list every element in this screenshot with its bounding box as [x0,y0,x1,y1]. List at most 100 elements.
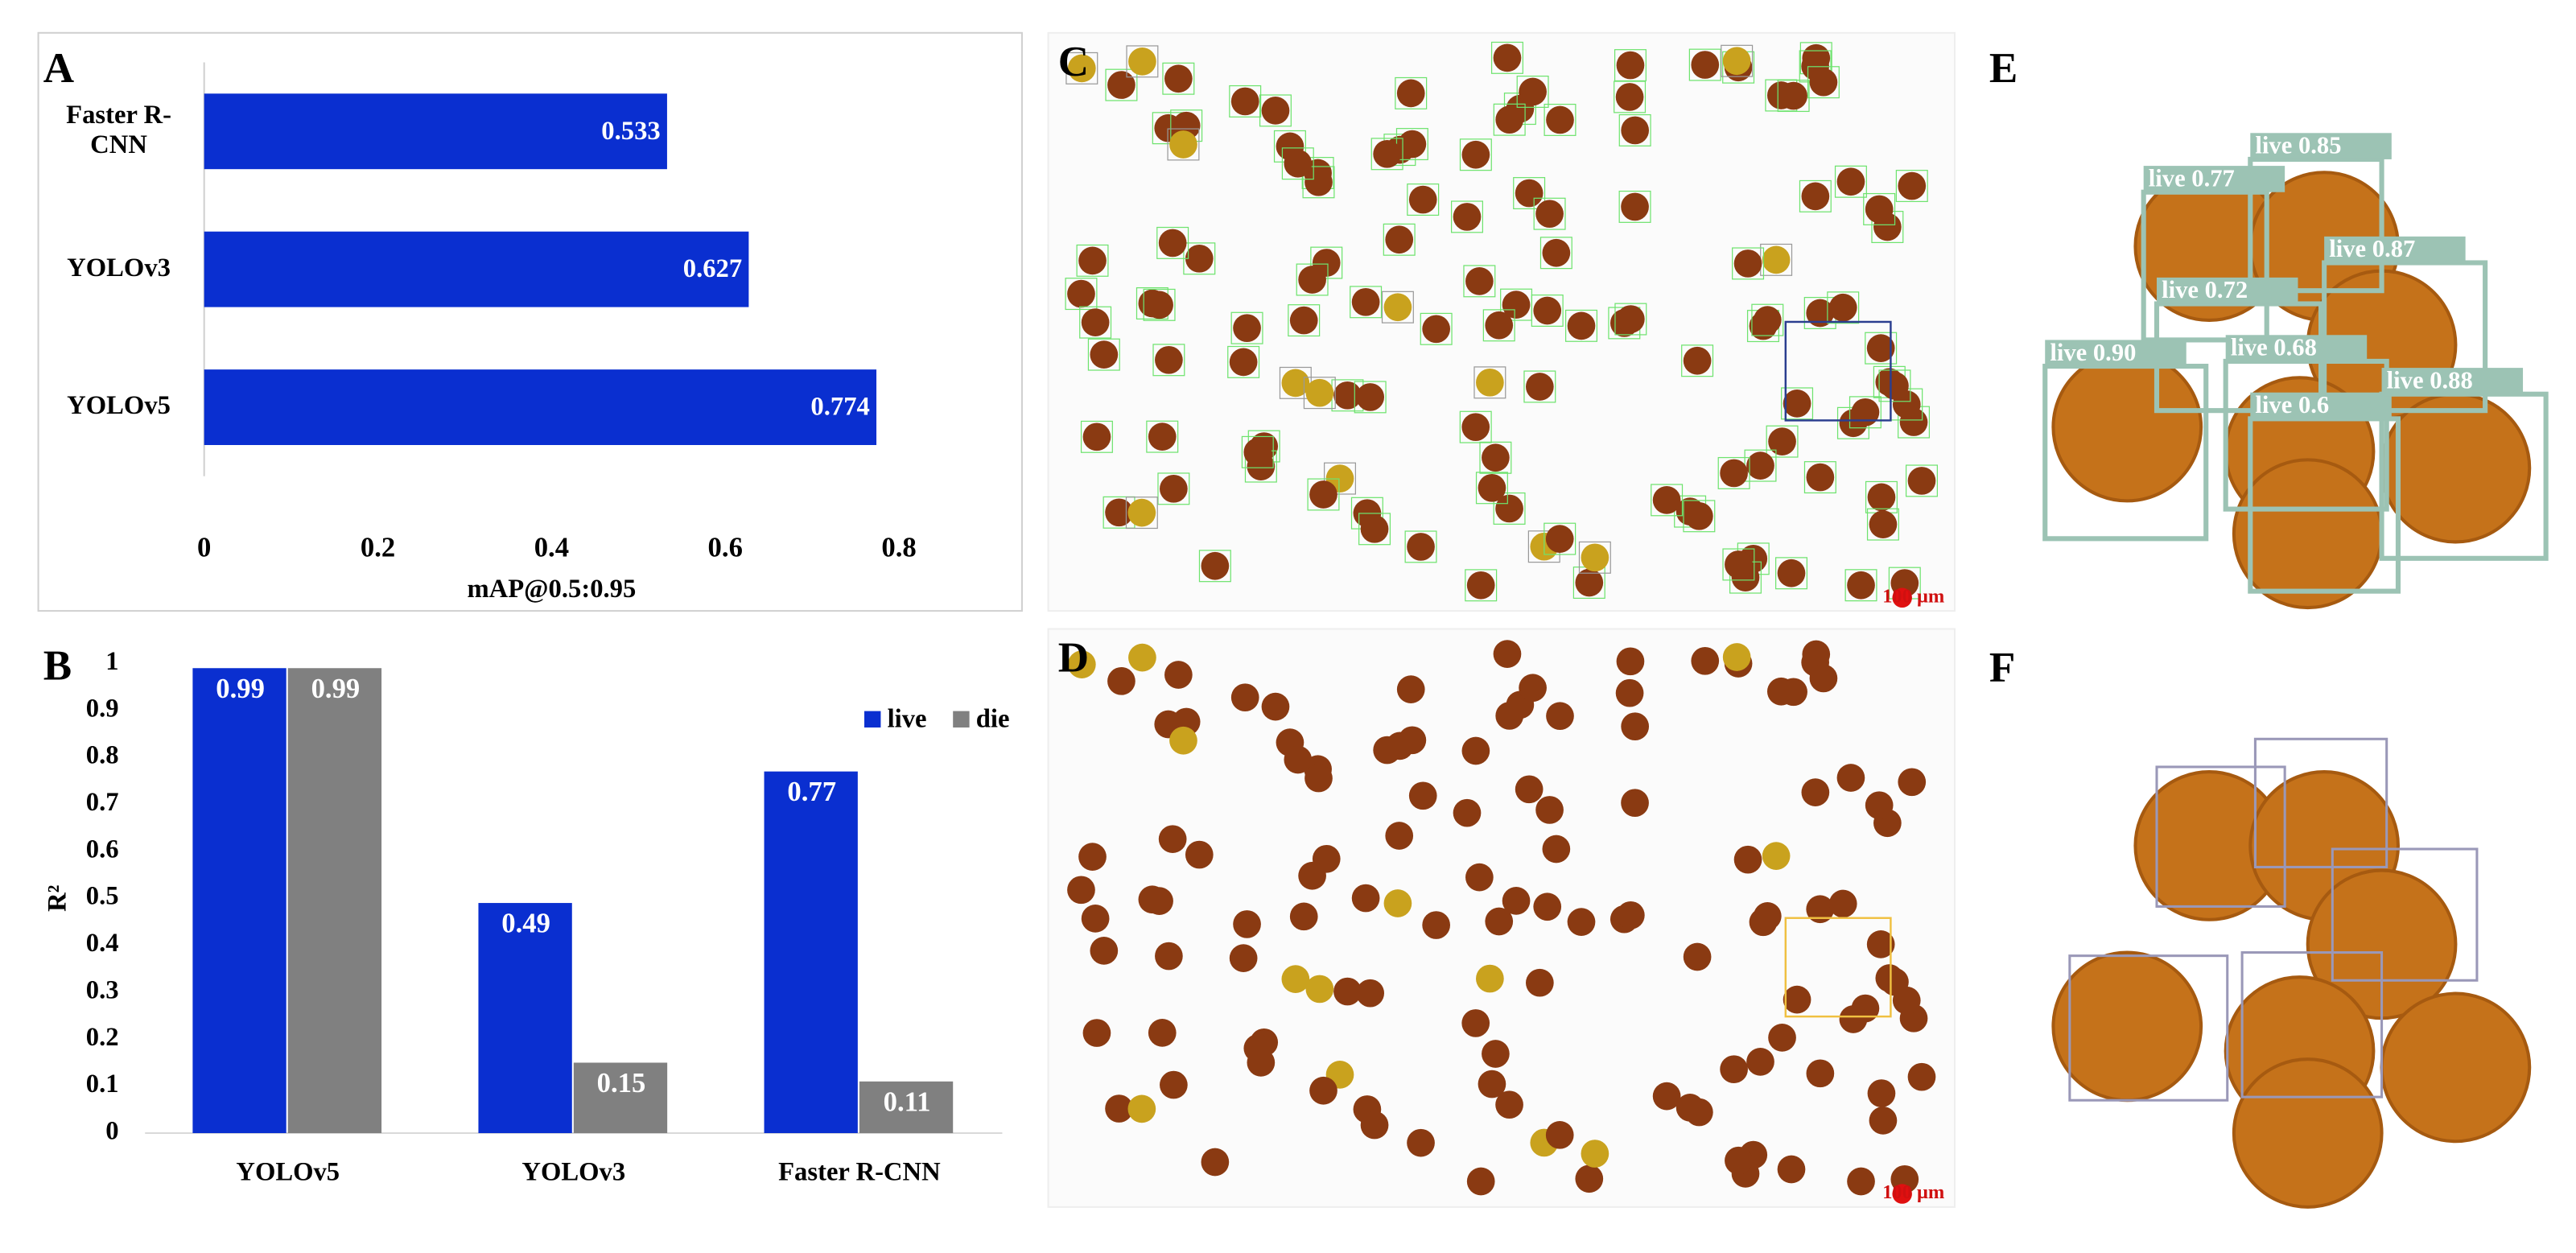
cell [1465,267,1494,295]
detection-box [1681,344,1714,377]
bar [204,369,877,446]
data-label: 0.99 [216,673,265,704]
x-tick-label: 0.8 [881,532,916,563]
detection-box [1143,288,1176,321]
scale-dot [1892,587,1912,608]
detection-box [1459,410,1492,443]
cell [1685,1098,1713,1127]
y-tick-label: Faster R-CNN [66,101,171,159]
cell [1753,902,1782,930]
cell [1898,768,1927,797]
detection-box [1513,177,1546,210]
cell [1828,293,1857,322]
cell [1779,81,1807,110]
cell [1869,510,1898,538]
cell [1581,1140,1609,1168]
cell [1881,967,1909,996]
detection-box [1544,522,1577,555]
cell [1801,778,1830,806]
detection-box [1614,303,1647,336]
detection-box [1799,179,1832,212]
cell [1261,97,1290,125]
cell [1155,345,1183,374]
cell [1621,789,1649,818]
detection-box [1087,338,1120,371]
cell [1127,498,1156,527]
cell [1090,937,1119,965]
cell [1783,390,1811,418]
cell [1546,702,1574,731]
cell [1616,647,1645,676]
cell [1535,200,1564,229]
x-tick-label: 0 [197,532,211,563]
detection-box [1844,569,1877,602]
detection-box [1531,294,1564,327]
data-label: 0.533 [601,117,660,146]
cell [1281,965,1310,993]
cell [1090,340,1119,369]
detection-box [1895,170,1928,203]
detection-box [1732,247,1765,280]
cell [1128,47,1156,76]
cell [1305,975,1334,1004]
cell [2232,458,2384,610]
detection-box [1065,52,1098,84]
box-label-bg [2381,368,2524,394]
cell [1546,105,1574,134]
cell [1851,398,1880,427]
detection-box [1463,265,1496,298]
detection-box [1465,569,1498,602]
cell [1478,473,1506,502]
cell [1762,245,1791,274]
y-tick-label: 0.5 [86,882,119,911]
cell [1160,474,1188,503]
cell [1067,650,1096,678]
data-label: 0.774 [810,393,869,422]
cell [1733,249,1762,278]
cell [1185,840,1214,869]
y-tick-label: YOLOv3 [67,254,171,282]
cell [1495,494,1523,523]
box-label: live 0.85 [2255,132,2341,159]
cell [1082,422,1111,451]
detection-box [1126,45,1159,78]
panel-label: C [1058,39,1089,85]
cell [1683,942,1712,971]
bar [192,668,286,1134]
detection-box [1533,197,1566,230]
cell [1866,930,1895,958]
cell [1383,293,1412,322]
y-tick-label: 0 [105,1117,118,1146]
cell [1304,167,1333,196]
detection-box [2068,954,2229,1102]
y-tick-label: 0.3 [86,975,119,1004]
detection-box [1404,530,1437,563]
cell [1082,1019,1111,1047]
cell [1461,736,1490,765]
bar [204,93,667,170]
cell [1145,291,1173,319]
scale-bar: 100 μm [1882,585,1944,607]
cell [1533,892,1562,921]
box-label: live 0.72 [2162,276,2248,303]
panel-label: F [1989,645,2015,691]
box-label: live 0.90 [2050,339,2136,366]
box-label-bg [2225,335,2368,361]
cell [1545,1120,1574,1149]
detection-box [1473,366,1506,399]
detection-box [1079,306,1112,339]
cell [1542,238,1571,267]
cell [1284,745,1313,774]
cell [1081,308,1110,336]
cell [1158,825,1187,854]
y-tick-label: 0.9 [86,694,119,723]
cell [1466,1167,1495,1196]
detection-box [1479,441,1512,474]
cell [1691,51,1720,79]
detection-box [1717,456,1750,489]
cell [1806,895,1835,924]
cell [1351,884,1380,913]
cell [1526,968,1554,997]
cell [1155,942,1183,971]
cell [1851,994,1880,1023]
